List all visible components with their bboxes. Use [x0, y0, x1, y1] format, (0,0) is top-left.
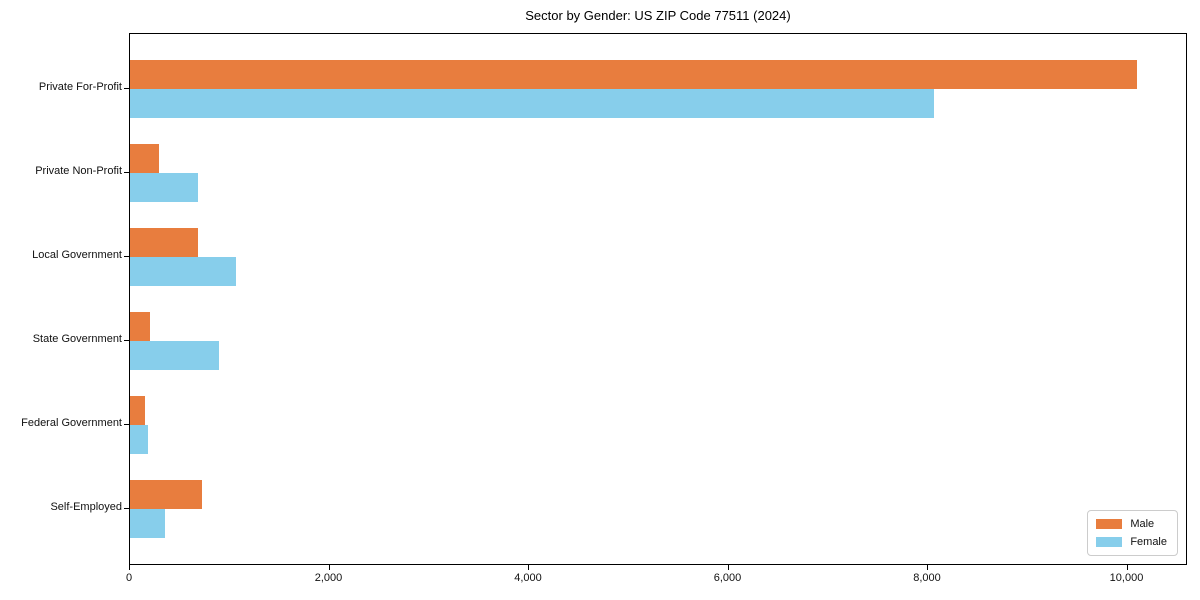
bar-female-federal-government [130, 424, 148, 454]
legend-item-female: Female [1096, 536, 1167, 548]
male-series-swatch [1096, 519, 1123, 529]
plot-area: Male Female [129, 33, 1187, 565]
bar-male-self-employed [130, 479, 202, 509]
y-axis-label: Local Government [32, 248, 122, 261]
y-tick-mark [124, 507, 129, 509]
y-tick-mark [124, 423, 129, 425]
x-tick-mark [328, 565, 330, 570]
bar-male-local-government [130, 227, 198, 257]
y-tick-mark [124, 87, 129, 89]
legend: Male Female [1087, 510, 1178, 556]
x-tick-label: 4,000 [514, 572, 542, 584]
x-tick-mark [927, 565, 929, 570]
bar-male-federal-government [130, 395, 145, 425]
bar-female-private-non-profit [130, 172, 198, 202]
y-tick-mark [124, 171, 129, 173]
x-tick-mark [727, 565, 729, 570]
x-tick-label: 6,000 [713, 572, 742, 584]
y-axis-label: State Government [32, 332, 122, 345]
y-tick-mark [124, 255, 129, 257]
y-axis-label: Self-Employed [50, 500, 122, 513]
bar-male-state-government [130, 311, 150, 341]
y-axis-label: Federal Government [21, 416, 122, 429]
y-axis-label: Private For-Profit [38, 80, 122, 93]
x-tick-label: 10,000 [1109, 572, 1144, 584]
legend-label-male: Male [1130, 518, 1155, 530]
x-tick-label: 8,000 [913, 572, 941, 584]
y-axis-label: Private Non-Profit [35, 164, 122, 177]
x-tick-mark [129, 565, 131, 570]
bar-female-private-for-profit [130, 88, 934, 118]
bar-male-private-for-profit [130, 59, 1138, 89]
x-tick-mark [1126, 565, 1128, 570]
bar-female-state-government [130, 340, 219, 370]
y-tick-mark [124, 339, 129, 341]
bar-female-local-government [130, 256, 236, 286]
legend-label-female: Female [1130, 536, 1167, 548]
x-tick-label: 2,000 [314, 572, 343, 584]
bar-female-self-employed [130, 508, 165, 538]
x-tick-label: 0 [125, 572, 133, 584]
female-series-swatch [1096, 537, 1123, 547]
chart-title: Sector by Gender: US ZIP Code 77511 (202… [525, 8, 791, 23]
legend-item-male: Male [1096, 518, 1167, 530]
x-tick-mark [528, 565, 530, 570]
bar-male-private-non-profit [130, 143, 159, 173]
